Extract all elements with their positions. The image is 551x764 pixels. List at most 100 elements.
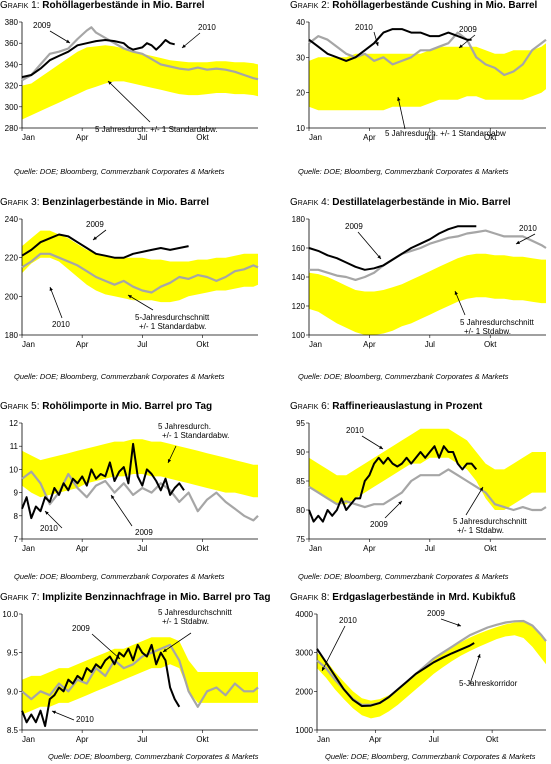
- chart-svg: 75 80 85 90 95 Jan Apr Jul Okt 2010 2009 5 Jahresdu…: [296, 419, 547, 553]
- y-tick-label: 10: [296, 124, 305, 133]
- x-tick-label: Apr: [76, 544, 89, 553]
- x-tick-label: Jan: [22, 735, 35, 744]
- band-std-range: [309, 43, 546, 111]
- y-tick-label: 3000: [295, 649, 313, 658]
- x-tick-label: Apr: [363, 340, 376, 349]
- leader-arrowhead: [182, 44, 186, 48]
- leader-arrowhead: [116, 655, 120, 659]
- x-tick-label: Jul: [429, 735, 439, 744]
- x-tick-label: Apr: [76, 340, 89, 349]
- annotation-label: 2010: [346, 426, 364, 435]
- x-tick-label: Jul: [425, 544, 435, 553]
- leader-arrowhead: [477, 654, 481, 658]
- x-tick-label: Jan: [22, 133, 35, 142]
- band-std-range: [22, 637, 258, 715]
- leader-line: [162, 632, 192, 653]
- annotation-label: 2010: [40, 524, 58, 533]
- leader-arrowhead: [454, 291, 458, 295]
- series-line-2009: [21, 643, 259, 708]
- leader-arrowhead: [66, 39, 70, 43]
- leader-arrowhead: [398, 501, 402, 505]
- chart-svg: 7 8 9 10 11 12 Jan Apr Jul Okt 5 Jahresdurch. +/- 1…: [9, 419, 259, 553]
- annotation-label: 2009: [86, 220, 104, 229]
- leader-arrowhead: [516, 240, 520, 244]
- x-tick-label: Jul: [137, 735, 147, 744]
- y-tick-label: 11: [10, 442, 19, 451]
- annotation-label: 2009: [345, 222, 363, 231]
- annotation-label: 5 Jahresdurchschnitt +/- 1 Stdabw.: [453, 517, 528, 535]
- y-tick-label: 80: [296, 506, 305, 515]
- x-tick-label: Jan: [317, 735, 330, 744]
- leader-arrowhead: [45, 511, 49, 515]
- chart-panel-1: Grafik 1: Rohöllagerbestände in Mio. Bar…: [0, 0, 270, 184]
- leader-arrowhead: [377, 255, 381, 259]
- leader-arrowhead: [111, 495, 115, 499]
- leader-arrowhead: [375, 42, 379, 46]
- leader-line: [49, 286, 63, 319]
- band-std-range: [309, 253, 546, 335]
- y-tick-label: 180: [292, 215, 306, 224]
- chart-svg: 180 200 220 240 Jan Apr Jul Okt 2010 2009 5-Jahres…: [5, 215, 259, 349]
- leader-line: [44, 510, 63, 529]
- annotation-label: 2009: [72, 624, 90, 633]
- y-tick-label: 220: [5, 254, 19, 263]
- x-tick-label: Jan: [309, 544, 322, 553]
- series-line-2010: [21, 39, 175, 79]
- x-tick-label: Jul: [137, 544, 147, 553]
- y-tick-label: 120: [292, 302, 306, 311]
- y-tick-label: 1000: [295, 726, 313, 735]
- y-tick-label: 75: [296, 535, 305, 544]
- x-tick-label: Jul: [425, 133, 435, 142]
- x-tick-label: Okt: [196, 340, 209, 349]
- x-tick-label: Okt: [486, 735, 499, 744]
- y-tick-label: 360: [5, 39, 19, 48]
- annotation-label: 5 Jahresdurch. +/- 1 Standardabw: [385, 129, 506, 138]
- chart-svg: 1000 2000 3000 4000 Jan Apr Jul Okt 2010 2009 5-Ja…: [295, 609, 547, 744]
- annotation-label: 2010: [52, 320, 70, 329]
- leader-line: [321, 625, 346, 672]
- x-tick-label: Okt: [196, 735, 209, 744]
- leader-arrowhead: [128, 295, 132, 299]
- leader-line: [107, 80, 151, 123]
- chart-panel-6: Grafik 6: Raffinerieauslastung in Prozen…: [0, 401, 551, 591]
- x-tick-label: Okt: [484, 340, 497, 349]
- chart-panel-3: Grafik 3: Benzinlagerbestände in Mio. Ba…: [0, 197, 270, 387]
- band-std-range: [22, 439, 258, 498]
- band-std-range: [309, 428, 546, 510]
- x-tick-label: Apr: [363, 133, 376, 142]
- series-line-2010: [21, 442, 185, 520]
- x-tick-label: Apr: [369, 735, 382, 744]
- annotation-label: 5-Jahresdurchschnitt +/- 1 Standardabw.: [135, 313, 210, 331]
- leader-line: [465, 486, 484, 516]
- y-tick-label: 2000: [295, 687, 313, 696]
- y-tick-label: 8: [14, 512, 19, 521]
- y-tick-label: 100: [292, 331, 306, 340]
- series-line-2010: [308, 225, 477, 271]
- annotation-label: 5-Jahreskorridor: [459, 679, 518, 688]
- leader-line: [91, 633, 121, 660]
- leader-line: [127, 294, 154, 311]
- x-tick-label: Jan: [309, 133, 322, 142]
- x-tick-label: Okt: [196, 544, 209, 553]
- annotation-label: 2009: [135, 528, 153, 537]
- annotation-label: 2010: [355, 23, 373, 32]
- y-tick-label: 95: [296, 419, 305, 428]
- leader-arrowhead: [322, 667, 326, 671]
- annotation-label: 2009: [370, 520, 388, 529]
- chart-title: Grafik 2: Rohöllagerbestände Cushing in …: [290, 0, 538, 11]
- series-line-2010: [21, 233, 189, 259]
- x-tick-label: Apr: [76, 133, 89, 142]
- annotation-label: 2010: [519, 224, 537, 233]
- x-tick-label: Jul: [425, 340, 435, 349]
- annotation-label: 2010: [198, 23, 216, 32]
- chart-svg: 10 20 30 40 Jan Apr Jul Okt 2009 2010 5 Jahresdurc…: [296, 18, 547, 142]
- annotation-label: 5 Jahresdurch. +/- 1 Standardabw.: [158, 422, 229, 440]
- x-tick-label: Apr: [76, 735, 89, 744]
- leader-arrowhead: [163, 648, 167, 652]
- annotation-label: 2010: [339, 616, 357, 625]
- y-tick-label: 9.5: [7, 649, 19, 658]
- series-line-2010: [308, 445, 478, 523]
- series-line-2010: [308, 28, 472, 62]
- x-tick-label: Apr: [363, 544, 376, 553]
- chart-panel-5: Grafik 5: Rohölimporte in Mio. Barrel pr…: [0, 401, 270, 591]
